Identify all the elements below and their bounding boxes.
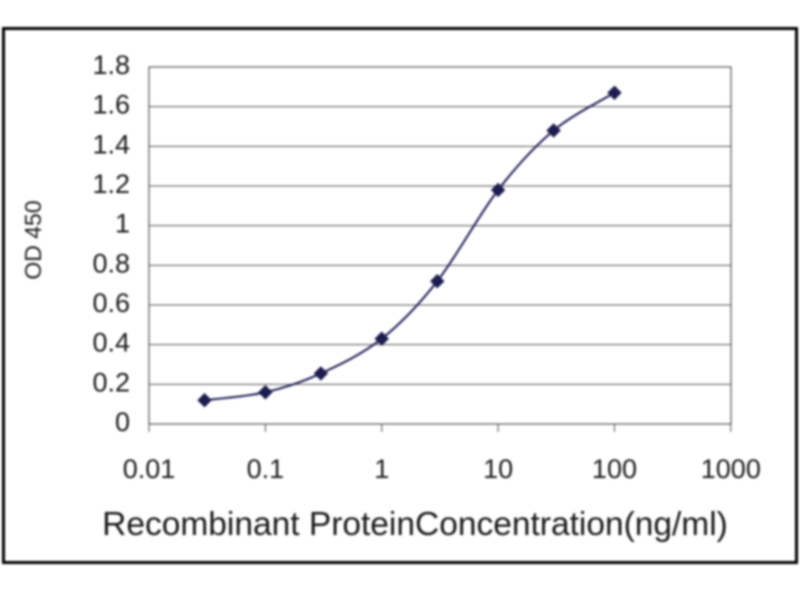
svg-text:OD 450: OD 450 xyxy=(20,200,46,279)
svg-text:10: 10 xyxy=(483,454,513,484)
svg-text:1.2: 1.2 xyxy=(92,169,130,199)
svg-text:1: 1 xyxy=(115,209,130,239)
svg-text:0: 0 xyxy=(115,407,130,437)
svg-text:0.01: 0.01 xyxy=(123,454,176,484)
svg-text:0.6: 0.6 xyxy=(92,288,130,318)
svg-text:1.6: 1.6 xyxy=(92,90,130,120)
svg-text:1.4: 1.4 xyxy=(92,129,130,159)
svg-text:0.1: 0.1 xyxy=(247,454,285,484)
svg-text:1.8: 1.8 xyxy=(92,50,130,80)
svg-text:1: 1 xyxy=(374,454,389,484)
svg-text:1000: 1000 xyxy=(701,454,761,484)
svg-text:0.8: 0.8 xyxy=(92,248,130,278)
svg-text:0.2: 0.2 xyxy=(92,367,130,397)
svg-text:0.4: 0.4 xyxy=(92,328,130,358)
svg-text:Recombinant ProteinConcentrati: Recombinant ProteinConcentration(ng/ml) xyxy=(102,506,728,543)
svg-text:100: 100 xyxy=(592,454,637,484)
